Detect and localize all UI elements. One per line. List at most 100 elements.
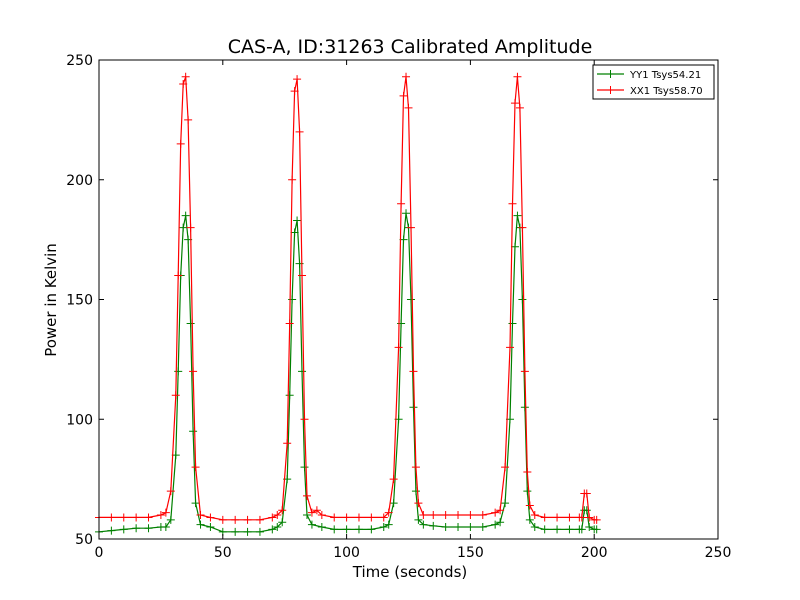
y-tick-label: 50 <box>75 532 93 548</box>
data-point-marker <box>300 415 309 424</box>
data-point-marker <box>179 79 188 88</box>
data-point-marker <box>312 506 321 515</box>
data-point-marker <box>513 211 522 220</box>
data-point-marker <box>419 511 428 520</box>
data-point-marker <box>429 511 438 520</box>
data-point-marker <box>166 515 175 524</box>
data-point-marker <box>298 271 307 280</box>
data-point-marker <box>592 525 601 534</box>
data-point-marker <box>119 513 128 522</box>
legend-label: YY1 Tsys54.21 <box>629 70 701 81</box>
series-yy1 <box>95 209 601 536</box>
data-point-marker <box>243 527 252 536</box>
plot-area <box>95 59 719 540</box>
data-point-marker <box>317 523 326 532</box>
data-point-marker <box>161 508 170 517</box>
x-tick-label: 250 <box>705 545 732 561</box>
data-point-marker <box>273 523 282 532</box>
data-point-marker <box>411 487 420 496</box>
data-point-marker <box>161 523 170 532</box>
data-point-marker <box>508 319 517 328</box>
data-point-marker <box>144 524 153 533</box>
data-point-marker <box>302 511 311 520</box>
data-point-marker <box>206 513 215 522</box>
data-point-marker <box>585 523 594 532</box>
data-point-marker <box>577 525 586 534</box>
data-point-marker <box>283 439 292 448</box>
data-point-marker <box>441 523 450 532</box>
data-point-marker <box>384 508 393 517</box>
data-point-marker <box>592 515 601 524</box>
data-point-marker <box>577 513 586 522</box>
x-tick-label: 150 <box>457 545 484 561</box>
legend-marker <box>606 70 615 78</box>
y-axis-ticks: 50 100 150 200 250 <box>66 53 718 548</box>
legend: YY1 Tsys54.21 XX1 Tsys58.70 <box>592 64 715 100</box>
data-point-marker <box>186 223 195 232</box>
data-point-marker <box>218 515 227 524</box>
data-point-marker <box>107 513 116 522</box>
data-point-marker <box>585 513 594 522</box>
data-point-marker <box>166 487 175 496</box>
data-point-marker <box>419 520 428 529</box>
data-point-marker <box>255 515 264 524</box>
data-point-marker <box>540 525 549 534</box>
data-point-marker <box>181 72 190 81</box>
data-point-marker <box>354 513 363 522</box>
data-point-marker <box>510 99 519 108</box>
data-point-marker <box>565 525 574 534</box>
data-point-marker <box>285 319 294 328</box>
data-point-marker <box>231 515 240 524</box>
data-point-marker <box>107 526 116 535</box>
data-point-marker <box>384 520 393 529</box>
data-point-marker <box>515 103 524 112</box>
data-point-marker <box>501 499 510 508</box>
data-point-marker <box>530 511 539 520</box>
data-point-marker <box>582 506 591 515</box>
y-tick-label: 150 <box>66 293 93 309</box>
data-point-marker <box>478 523 487 532</box>
data-point-marker <box>397 199 406 208</box>
data-point-marker <box>553 525 562 534</box>
data-point-marker <box>379 513 388 522</box>
data-point-marker <box>520 367 529 376</box>
data-point-marker <box>156 511 165 520</box>
legend-marker <box>606 86 615 94</box>
data-point-marker <box>298 367 307 376</box>
series-line <box>98 213 597 533</box>
chart-title: CAS-A, ID:31263 Calibrated Amplitude <box>228 36 593 58</box>
data-point-marker <box>513 72 522 81</box>
data-point-marker <box>268 525 277 534</box>
data-point-marker <box>506 343 515 352</box>
data-point-marker <box>518 223 527 232</box>
data-point-marker <box>402 209 411 218</box>
data-point-marker <box>404 103 413 112</box>
data-point-marker <box>295 127 304 136</box>
data-point-marker <box>285 391 294 400</box>
data-point-marker <box>411 463 420 472</box>
data-point-marker <box>278 506 287 515</box>
data-point-marker <box>501 463 510 472</box>
data-point-marker <box>523 487 532 496</box>
data-point-marker <box>302 491 311 500</box>
data-point-marker <box>409 367 418 376</box>
data-point-marker <box>132 524 141 533</box>
data-point-marker <box>243 515 252 524</box>
data-point-marker <box>520 403 529 412</box>
data-point-marker <box>119 525 128 534</box>
data-point-marker <box>307 520 316 529</box>
data-point-marker <box>354 525 363 534</box>
data-point-marker <box>553 513 562 522</box>
data-point-marker <box>290 87 299 96</box>
data-point-marker <box>406 223 415 232</box>
data-point-marker <box>367 525 376 534</box>
data-point-marker <box>429 521 438 530</box>
data-point-marker <box>171 391 180 400</box>
data-point-marker <box>189 367 198 376</box>
data-point-marker <box>367 513 376 522</box>
legend-box <box>592 64 715 100</box>
data-point-marker <box>525 501 534 510</box>
data-point-marker <box>454 511 463 520</box>
y-axis-label: Power in Kelvin <box>42 243 60 357</box>
data-point-marker <box>540 513 549 522</box>
